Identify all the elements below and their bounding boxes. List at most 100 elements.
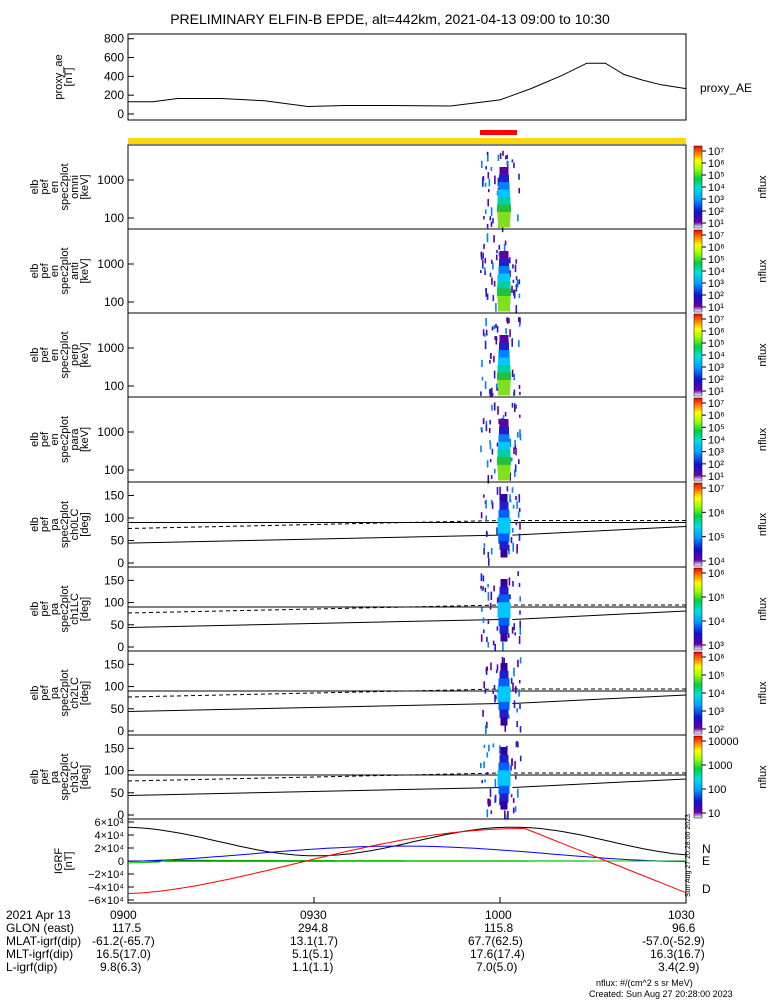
flux-pixel	[493, 355, 495, 363]
flux-pixel	[506, 154, 508, 160]
units-note: nflux: #/(cm^2 s sr MeV)	[596, 978, 693, 988]
flux-pixel	[482, 259, 484, 269]
flux-blob	[500, 633, 508, 642]
flux-pixel	[502, 150, 504, 156]
flux-pixel	[505, 155, 507, 160]
flux-pixel	[515, 741, 518, 747]
colorbar-tick-label: 10⁵	[708, 670, 725, 682]
ytick-label: −2×10⁴	[88, 869, 124, 881]
plot-title: PRELIMINARY ELFIN-B EPDE, alt=442km, 202…	[170, 11, 610, 27]
ylabel-line: spec2plot	[59, 331, 71, 378]
flux-blob	[497, 204, 511, 213]
flux-pixel	[481, 376, 484, 381]
flux-pixel	[493, 235, 495, 243]
flux-blob	[499, 625, 509, 634]
proxy-ae-line	[128, 62, 687, 108]
flux-pixel	[513, 289, 515, 296]
flux-blob	[497, 610, 511, 619]
flux-pixel	[518, 384, 521, 389]
eph-label-mlt: MLT-igrf(dip)	[6, 947, 74, 961]
flux-blob	[499, 670, 509, 680]
ylabel-line: spec2plot	[59, 416, 71, 463]
panel-frame	[127, 228, 687, 314]
flux-pixel	[519, 620, 521, 628]
ylabel-line: proxy_ae	[53, 54, 65, 99]
eph-time-1030: 1030	[668, 908, 695, 922]
flux-blob	[499, 335, 509, 343]
flux-pixel	[507, 810, 509, 819]
flux-blob	[499, 709, 509, 718]
flux-pixel	[488, 558, 490, 566]
flux-pixel	[487, 620, 490, 624]
flux-pixel	[480, 573, 483, 581]
created-note: Created: Sun Aug 27 20:28:00 2023	[589, 989, 733, 999]
loss-cone-line	[512, 694, 687, 704]
colorbar	[693, 482, 703, 567]
ylabel-line: spec2plot	[59, 163, 71, 210]
flux-pixel	[514, 632, 516, 636]
flux-pixel	[488, 428, 491, 433]
flux-blob	[498, 762, 510, 771]
colorbar-tick-label: 1000	[708, 760, 732, 772]
flux-blob	[500, 801, 508, 810]
flux-pixel	[491, 404, 493, 411]
flux-blob	[498, 594, 510, 603]
flux-blob	[497, 197, 511, 205]
flux-pixel	[507, 633, 510, 638]
flux-pixel	[518, 323, 521, 327]
flux-pixel	[483, 494, 485, 498]
flux-pixel	[484, 587, 487, 593]
flux-pixel	[515, 404, 517, 409]
ylabel-line: [deg]	[79, 681, 91, 705]
flux-pixel	[519, 521, 521, 530]
flux-blob	[499, 251, 509, 259]
igrf-total-line	[127, 826, 687, 857]
panel-frame	[127, 312, 687, 398]
colorbar	[693, 397, 703, 482]
ylabel-line: spec2plot	[59, 753, 71, 800]
flux-pixel	[489, 353, 492, 358]
flux-blob	[498, 434, 510, 443]
flux-pixel	[482, 418, 485, 425]
colorbar-tick-label: 10⁴	[708, 350, 725, 362]
colorbar-tick-label: 10⁷	[708, 146, 724, 158]
flux-pixel	[490, 662, 492, 671]
eph-mlat-2: 67.7(62.5)	[468, 934, 523, 948]
flux-pixel	[493, 370, 496, 379]
flux-blob	[499, 754, 509, 764]
flux-pixel	[485, 318, 487, 327]
ylabel-line: ch3LC	[69, 761, 81, 793]
flux-pixel	[515, 447, 517, 456]
flux-pixel	[482, 329, 485, 336]
eph-lshell-3: 3.4(2.9)	[658, 960, 700, 974]
ylabel-line: perp	[69, 344, 81, 366]
colorbar-tick-label: 10¹	[708, 218, 724, 230]
ytick-label: 50	[111, 786, 125, 800]
ylabel-line: pef	[39, 684, 51, 700]
flux-pixel	[499, 153, 502, 159]
ylabel-line: [deg]	[79, 597, 91, 621]
flux-pixel	[514, 469, 516, 477]
flux-pixel	[481, 160, 483, 168]
flux-pixel	[482, 709, 484, 717]
flux-pixel	[489, 440, 491, 444]
flux-blob	[499, 419, 509, 428]
panel-frame	[127, 33, 687, 121]
ytick-label: −4×10⁴	[88, 882, 124, 894]
flux-pixel	[513, 700, 516, 709]
flux-pixel	[501, 224, 504, 233]
flux-pixel	[485, 671, 488, 675]
ytick-label: 150	[104, 657, 124, 671]
ytick-label: 50	[111, 702, 125, 716]
colorbar-tick-label: 10⁶	[708, 652, 725, 664]
loss-cone-dashed	[127, 604, 501, 614]
flux-blob	[498, 533, 510, 542]
ylabel-line: pef	[39, 431, 51, 447]
loss-cone-line	[127, 786, 501, 796]
flux-blob	[499, 258, 509, 267]
flux-pixel	[496, 626, 499, 631]
flux-blob	[497, 457, 511, 466]
